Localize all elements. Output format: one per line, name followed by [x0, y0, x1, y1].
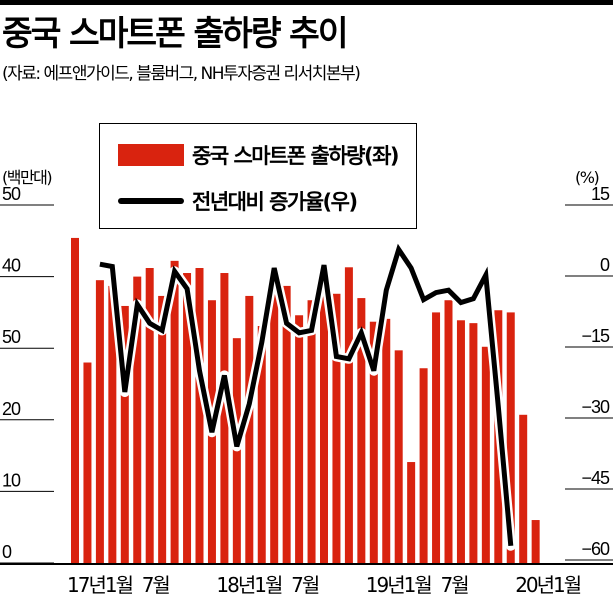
bar — [506, 312, 515, 563]
bar — [344, 267, 353, 563]
bar — [469, 323, 478, 563]
x-tick-label: 7월 — [291, 573, 319, 597]
right-tick-label: −60 — [581, 539, 610, 559]
bar — [270, 290, 279, 563]
bar — [133, 276, 142, 563]
legend-item-line: 전년대비 증가율(우) — [118, 186, 358, 216]
bar — [320, 268, 328, 563]
legend: 중국 스마트폰 출하량(좌) 전년대비 증가율(우) — [99, 123, 417, 229]
right-tick-label: 0 — [600, 255, 610, 275]
x-tick-label: 19년1월 — [366, 573, 432, 597]
chart-title: 중국 스마트폰 출하량 추이 — [2, 14, 349, 54]
left-tick-label: 10 — [2, 470, 21, 490]
x-tick-label: 7월 — [441, 573, 469, 597]
bar — [183, 273, 192, 563]
bar — [95, 280, 104, 563]
bar-swatch-icon — [118, 144, 184, 166]
bar — [369, 321, 378, 563]
bar — [220, 273, 229, 563]
left-tick-label: 50 — [2, 184, 21, 204]
bar — [481, 346, 490, 563]
line-swatch-icon — [118, 198, 184, 204]
left-axis-unit: (백만대) — [2, 168, 53, 187]
bar — [158, 295, 167, 563]
bar — [71, 237, 79, 563]
right-tick-label: 15 — [591, 184, 610, 204]
bar — [419, 368, 428, 563]
top-rule — [0, 0, 613, 5]
x-tick-label: 7월 — [142, 573, 170, 597]
left-tick-label: 50 — [2, 327, 21, 347]
bar — [432, 312, 441, 563]
bar — [332, 293, 341, 563]
bar — [307, 300, 316, 563]
right-tick-label: −30 — [581, 397, 610, 417]
bar — [245, 295, 254, 563]
bar — [357, 298, 366, 563]
bar — [382, 318, 391, 563]
bar — [282, 285, 291, 563]
left-tick-label: 20 — [2, 399, 21, 419]
left-tick-label: 0 — [2, 542, 12, 562]
bar-series — [71, 237, 540, 563]
legend-item-bar: 중국 스마트폰 출하량(좌) — [118, 140, 400, 170]
bar — [120, 305, 129, 563]
bar — [83, 362, 92, 563]
bar — [108, 285, 117, 563]
bar — [456, 320, 465, 563]
bar — [519, 414, 528, 563]
right-axis-unit: (%) — [575, 168, 600, 187]
left-tick-label: 40 — [2, 256, 21, 276]
legend-line-label: 전년대비 증가율(우) — [192, 190, 358, 214]
right-tick-label: −45 — [581, 468, 610, 488]
bar — [407, 462, 416, 563]
bar — [195, 268, 204, 563]
bar — [145, 268, 154, 563]
chart-source: (자료: 에프앤가이드, 블룸버그, NH투자증권 리서치본부) — [2, 64, 361, 84]
bar — [295, 315, 304, 563]
bar — [257, 326, 266, 563]
right-tick-label: −15 — [581, 326, 610, 346]
bar — [170, 260, 179, 563]
bar — [394, 350, 403, 563]
x-tick-label: 20년1월 — [515, 573, 581, 597]
x-tick-label: 18년1월 — [216, 573, 282, 597]
line-series — [99, 243, 514, 547]
legend-bar-label: 중국 스마트폰 출하량(좌) — [192, 144, 400, 168]
bar — [531, 520, 540, 563]
x-tick-label: 17년1월 — [67, 573, 133, 597]
bar — [444, 300, 453, 563]
